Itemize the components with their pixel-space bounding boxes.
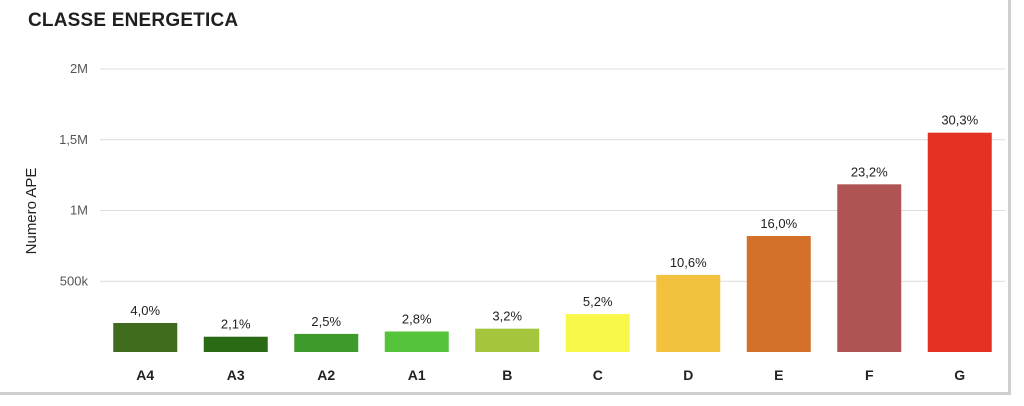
bar-c[interactable] [565,314,630,352]
x-tick-label: B [502,367,512,383]
data-label: 10,6% [670,255,707,270]
x-tick-label: C [593,367,603,383]
x-tick-label: A4 [136,367,154,383]
bar-a4[interactable] [113,322,178,352]
y-axis-ticks: 500k 1M 1,5M 2M [59,61,88,288]
y-tick-label: 500k [60,273,89,288]
bar-d[interactable] [656,274,721,352]
data-label: 2,8% [402,311,432,326]
bar-a2[interactable] [294,333,359,352]
bar-b[interactable] [475,328,540,352]
bar-a1[interactable] [384,331,449,352]
data-label: 5,2% [583,294,613,309]
x-tick-label: A1 [408,367,426,383]
x-tick-label: G [954,367,965,383]
data-label: 4,0% [130,303,160,318]
x-axis-ticks: A4 A3 A2 A1 B C D E F G [136,367,965,383]
data-label: 23,2% [851,164,888,179]
data-label: 16,0% [760,216,797,231]
bar-a3[interactable] [203,336,268,352]
y-tick-label: 2M [70,61,88,76]
x-tick-label: E [774,367,783,383]
data-label: 2,1% [221,317,251,332]
chart-title: CLASSE ENERGETICA [28,10,239,31]
x-tick-label: F [865,367,874,383]
x-tick-label: D [683,367,693,383]
data-label: 3,2% [492,309,522,324]
bar-f[interactable] [837,184,902,352]
data-labels: 4,0% 2,1% 2,5% 2,8% 3,2% 5,2% 10,6% 16,0% 23,2% 3… [130,113,978,332]
y-axis-label: Numero APE [23,168,40,255]
bar-e[interactable] [746,235,811,352]
y-tick-label: 1M [70,203,88,218]
x-tick-label: A2 [317,367,335,383]
bar-g[interactable] [927,132,992,352]
y-tick-label: 1,5M [59,132,88,147]
x-tick-label: A3 [227,367,245,383]
bars [113,132,992,352]
data-label: 2,5% [311,314,341,329]
data-label: 30,3% [941,113,978,128]
